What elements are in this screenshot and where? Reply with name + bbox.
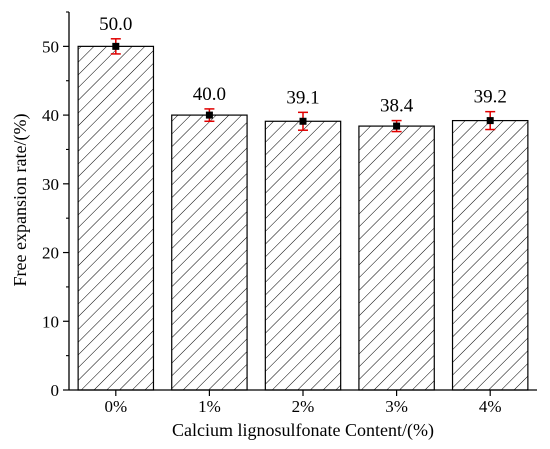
y-tick-label: 0 <box>51 381 60 400</box>
x-tick-label: 0% <box>104 397 127 416</box>
x-tick-label: 3% <box>385 397 408 416</box>
y-tick-label: 10 <box>42 312 59 331</box>
bar <box>451 119 529 391</box>
data-label: 39.1 <box>286 87 319 108</box>
mean-marker <box>393 122 401 130</box>
y-ticks-layer: 0 10 20 30 40 50 <box>42 11 69 400</box>
value-labels-layer: 50.0 40.0 39.1 38.4 39.2 <box>99 14 507 117</box>
bar <box>358 125 435 391</box>
bar <box>264 120 342 391</box>
mean-marker <box>112 42 120 50</box>
data-label: 39.2 <box>474 87 507 108</box>
mean-marker <box>486 117 494 125</box>
mean-marker <box>205 111 213 119</box>
y-axis-label: Free expansion rate/(%) <box>10 114 31 287</box>
y-tick-label: 50 <box>42 37 59 56</box>
mean-marker <box>299 117 307 125</box>
data-label: 50.0 <box>99 14 132 35</box>
x-tick-label: 4% <box>479 397 502 416</box>
y-tick-label: 30 <box>42 175 59 194</box>
x-ticks-layer: 0% 1% 2% 3% 4% <box>104 390 502 416</box>
x-axis-label: Calcium lignosulfonate Content/(%) <box>172 420 434 441</box>
data-label: 38.4 <box>380 96 414 117</box>
y-tick-label: 20 <box>42 244 59 263</box>
x-tick-label: 2% <box>292 397 315 416</box>
bar <box>171 114 248 391</box>
bar <box>77 45 155 391</box>
x-tick-label: 1% <box>198 397 221 416</box>
error-bars-layer <box>110 38 496 133</box>
data-label: 40.0 <box>193 84 226 105</box>
y-tick-label: 40 <box>42 106 59 125</box>
